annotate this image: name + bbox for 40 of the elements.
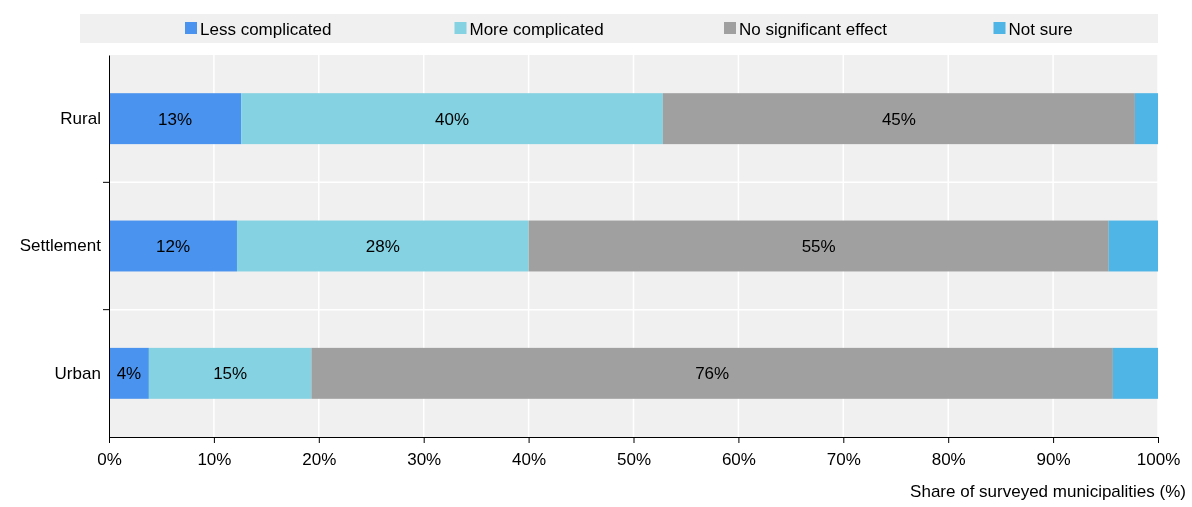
- data-label: 15%: [213, 364, 248, 384]
- bar: [109, 347, 149, 399]
- bar: [311, 347, 1113, 399]
- bar: [241, 93, 663, 145]
- data-label: 40%: [435, 109, 470, 129]
- y-tick-label: Rural: [60, 109, 101, 129]
- x-tick-label: 40%: [512, 449, 547, 469]
- bar: [1134, 93, 1158, 145]
- data-label: 12%: [155, 236, 190, 256]
- legend-label: Not sure: [1008, 19, 1073, 39]
- x-tick-label: 30%: [407, 449, 442, 469]
- data-label: 28%: [365, 236, 400, 256]
- legend-label: More complicated: [469, 19, 604, 39]
- data-label: 76%: [695, 364, 730, 384]
- y-tick-label: Settlement: [19, 236, 102, 256]
- bar: [1108, 220, 1158, 272]
- bar: [148, 347, 312, 399]
- x-tick-label: 20%: [302, 449, 337, 469]
- x-tick-label: 100%: [1136, 449, 1181, 469]
- bar: [528, 220, 1109, 272]
- x-tick-label: 0%: [97, 449, 122, 469]
- data-label: 13%: [158, 109, 193, 129]
- y-tick-label: Urban: [54, 363, 101, 383]
- bar: [236, 220, 529, 272]
- x-tick-label: 70%: [826, 449, 861, 469]
- x-tick-label: 60%: [721, 449, 756, 469]
- bar: [662, 93, 1135, 145]
- x-tick-label: 80%: [931, 449, 966, 469]
- x-tick-label: 10%: [197, 449, 232, 469]
- legend-label: No significant effect: [739, 19, 888, 39]
- data-label: 45%: [881, 109, 916, 129]
- x-tick-label: 50%: [616, 449, 652, 469]
- data-label: 4%: [116, 364, 142, 384]
- bar: [109, 93, 242, 145]
- data-label: 55%: [801, 236, 836, 256]
- bar: [1112, 347, 1158, 399]
- x-axis-title: Share of surveyed municipalities (%): [910, 482, 1186, 501]
- legend-label: Less complicated: [200, 19, 332, 39]
- x-tick-label: 90%: [1036, 449, 1071, 469]
- bar: [109, 220, 237, 272]
